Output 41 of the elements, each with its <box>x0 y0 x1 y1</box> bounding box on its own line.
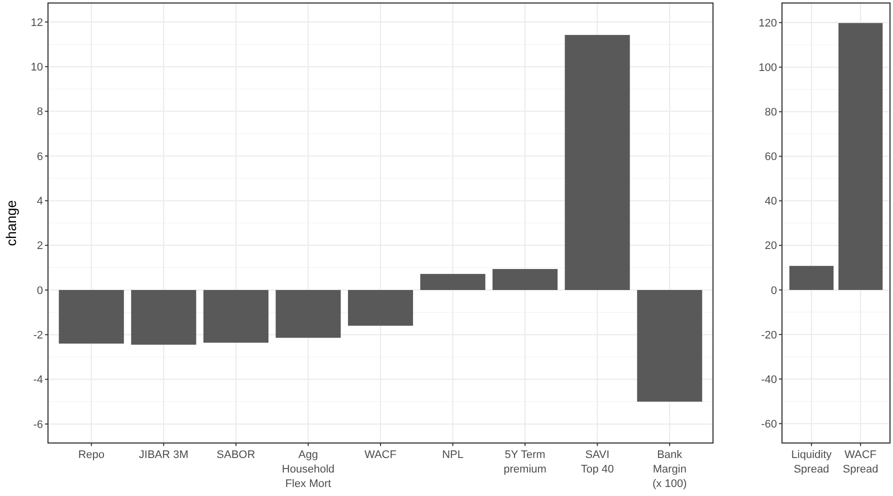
y-tick-label: -40 <box>761 374 777 386</box>
x-tick-label: WACF Spread <box>842 449 878 476</box>
x-tick-label: SABOR <box>216 449 256 461</box>
y-tick-label: 60 <box>764 151 777 164</box>
x-tick-label: WACF <box>364 449 397 461</box>
y-tick-label: 0 <box>36 284 43 297</box>
y-tick-label: -4 <box>33 374 43 386</box>
y-axis-title: change <box>3 200 19 246</box>
bar <box>203 290 268 343</box>
y-tick-label: 100 <box>758 62 777 74</box>
bar <box>276 290 341 338</box>
y-tick-label: 12 <box>30 16 43 29</box>
y-tick-label: 10 <box>30 62 43 74</box>
y-tick-label: 0 <box>770 284 777 297</box>
x-tick-label: Liquidity Spread <box>791 449 832 476</box>
x-tick-label: SAVI Top 40 <box>580 449 614 476</box>
bar <box>348 290 414 326</box>
x-tick-label: NPL <box>442 449 464 461</box>
bar <box>492 269 558 290</box>
y-tick-label: -6 <box>33 418 43 431</box>
y-tick-label: 80 <box>764 106 777 119</box>
bar <box>58 290 124 344</box>
y-tick-label: 8 <box>36 106 43 118</box>
y-tick-label: -20 <box>761 329 777 342</box>
y-tick-label: -2 <box>33 330 43 342</box>
x-tick-label: Bank Margin (x 100) <box>652 449 687 490</box>
x-tick-label: 5Y Term premium <box>504 449 546 476</box>
y-tick-label: 20 <box>764 240 777 252</box>
bar <box>131 290 196 345</box>
y-tick-label: -60 <box>761 418 777 430</box>
y-tick-label: 120 <box>758 17 777 30</box>
x-tick-label: JIBAR 3M <box>138 449 188 461</box>
y-tick-label: 4 <box>36 196 43 208</box>
x-tick-label: Repo <box>78 449 105 461</box>
x-tick-label: Agg Household Flex Mort <box>282 449 335 490</box>
bar <box>564 34 630 290</box>
y-tick-label: 2 <box>36 240 43 252</box>
bar <box>420 274 486 290</box>
y-tick-label: 6 <box>36 150 43 163</box>
y-tick-label: 40 <box>764 196 777 208</box>
bar <box>637 290 702 402</box>
